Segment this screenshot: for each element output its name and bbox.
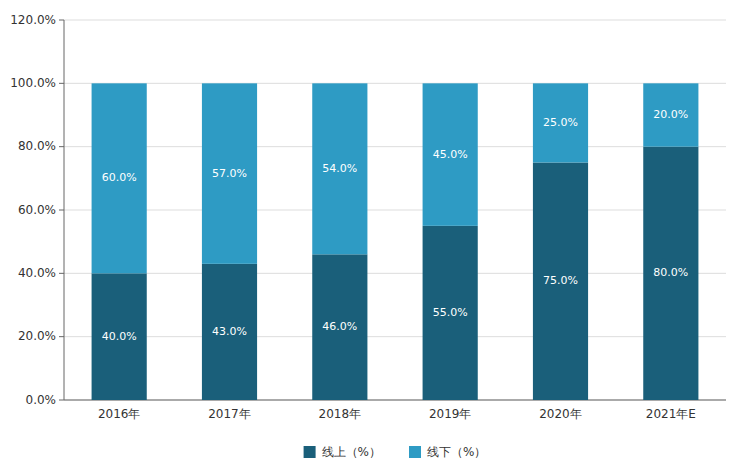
legend-item: 线下（%） <box>409 445 486 459</box>
x-tick-label: 2016年 <box>98 407 141 421</box>
axes: 0.0% 20.0% 40.0% 60.0% 80.0% 100.0% 120.0% 2016… <box>10 13 726 422</box>
bar-segment <box>533 163 588 401</box>
bar-segment <box>643 147 698 400</box>
data-label: 20.0% <box>653 108 688 121</box>
data-label: 75.0% <box>543 274 578 287</box>
bar-segment <box>92 273 147 400</box>
grid-line <box>64 400 726 401</box>
y-tick <box>59 210 64 211</box>
bar-segment <box>202 264 257 400</box>
legend-swatch <box>304 446 316 458</box>
bar-segment <box>312 83 367 254</box>
data-label: 55.0% <box>433 306 468 319</box>
data-label: 40.0% <box>102 330 137 343</box>
data-label: 45.0% <box>433 148 468 161</box>
data-label: 43.0% <box>212 325 247 338</box>
x-tick-label: 2017年 <box>208 407 251 421</box>
grid-line <box>64 210 726 211</box>
data-label: 25.0% <box>543 116 578 129</box>
y-tick-label: 80.0% <box>18 139 56 153</box>
y-axis-line <box>64 20 65 400</box>
legend-label: 线下（%） <box>427 445 486 459</box>
grid <box>64 20 726 400</box>
data-labels: 40.0% 43.0% 46.0% 55.0% 75.0% 80.0% 60.0% 57.0%… <box>102 108 689 343</box>
legend: 线上（%） 线下（%） <box>304 445 487 459</box>
bar-segment <box>533 83 588 162</box>
y-tick <box>59 83 64 84</box>
grid-line <box>64 146 726 147</box>
x-tick-label: 2021年E <box>646 407 696 421</box>
data-label: 54.0% <box>322 162 357 175</box>
grid-line <box>64 336 726 337</box>
legend-swatch <box>409 446 421 458</box>
y-tick <box>59 20 64 21</box>
bar-segment <box>92 83 147 273</box>
x-tick-label: 2018年 <box>319 407 362 421</box>
y-tick-label: 120.0% <box>10 13 56 27</box>
y-tick <box>59 400 64 401</box>
grid-line <box>64 20 726 21</box>
y-tick-label: 40.0% <box>18 266 56 280</box>
grid-line <box>64 273 726 274</box>
data-label: 46.0% <box>322 320 357 333</box>
y-tick <box>59 146 64 147</box>
legend-label: 线上（%） <box>322 445 381 459</box>
x-tick-label: 2020年 <box>539 407 582 421</box>
data-label: 57.0% <box>212 167 247 180</box>
y-tick-label: 20.0% <box>18 329 56 343</box>
grid-line <box>64 83 726 84</box>
bar-segment <box>202 83 257 264</box>
bars <box>92 83 699 400</box>
chart: 0.0% 20.0% 40.0% 60.0% 80.0% 100.0% 120.0% 2016… <box>0 0 750 474</box>
y-tick-label: 60.0% <box>18 203 56 217</box>
bar-segment <box>312 254 367 400</box>
x-tick-label: 2019年 <box>429 407 472 421</box>
y-tick <box>59 336 64 337</box>
data-label: 60.0% <box>102 171 137 184</box>
bar-segment <box>423 226 478 400</box>
x-axis-line <box>64 400 726 401</box>
y-tick <box>59 273 64 274</box>
y-tick-label: 100.0% <box>10 76 56 90</box>
bar-segment <box>423 83 478 226</box>
legend-item: 线上（%） <box>304 445 381 459</box>
y-tick-label: 0.0% <box>26 393 57 407</box>
data-label: 80.0% <box>653 266 688 279</box>
bar-segment <box>643 83 698 146</box>
